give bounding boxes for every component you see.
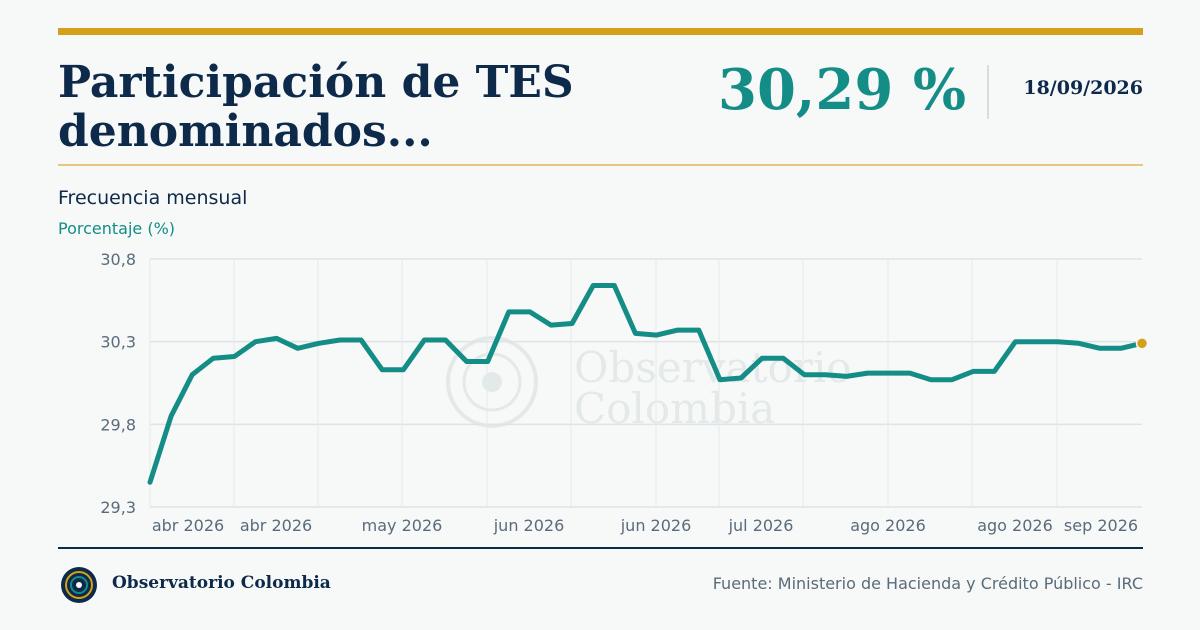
x-tick-label: sep 2026: [1064, 516, 1138, 535]
value-date: 18/09/2026: [1023, 77, 1143, 99]
current-value: 30,29 %: [718, 57, 967, 123]
x-tick-label: jul 2026: [728, 516, 794, 535]
x-tick-label: ago 2026: [850, 516, 926, 535]
x-tick-label: ago 2026: [977, 516, 1053, 535]
footer-rule: [58, 547, 1143, 549]
x-tick-label: jun 2026: [493, 516, 565, 535]
x-tick-label: abr 2026: [240, 516, 312, 535]
last-point-marker: [1135, 337, 1149, 350]
y-tick-label: 30,3: [100, 333, 136, 352]
watermark-logo-dot: [482, 372, 502, 392]
accent-top-bar: [58, 28, 1143, 35]
header-divider: [987, 65, 989, 119]
watermark-logo-ring: [446, 336, 538, 428]
y-axis: 29,3 29,8 30,3 30,8: [100, 250, 136, 517]
watermark: Observatorio Colombia: [446, 336, 852, 433]
y-tick-label: 30,8: [100, 250, 136, 269]
x-tick-label: may 2026: [362, 516, 443, 535]
x-tick-label: jun 2026: [620, 516, 692, 535]
brand-name: Observatorio Colombia: [112, 573, 331, 593]
page-title: Participación de TES denominados...: [58, 57, 574, 157]
frequency-label: Frecuencia mensual: [58, 187, 248, 209]
x-axis: abr 2026 abr 2026 may 2026 jun 2026 jun 2026…: [152, 516, 1138, 535]
y-tick-label: 29,8: [100, 415, 136, 434]
series-layer: [147, 283, 1149, 485]
series-line: [147, 283, 1145, 485]
y-tick-label: 29,3: [100, 498, 136, 517]
grid: [149, 258, 1142, 508]
line-chart: Observatorio Colombia 29,3 29,8 30,3 30,8 a…: [100, 250, 1149, 535]
header-rule: [58, 164, 1143, 166]
watermark-text-2: Colombia: [574, 384, 775, 433]
logo-icon: [61, 567, 97, 603]
x-tick-label: abr 2026: [152, 516, 224, 535]
y-axis-label: Porcentaje (%): [58, 219, 176, 238]
source-note: Fuente: Ministerio de Hacienda y Crédito…: [712, 574, 1143, 593]
